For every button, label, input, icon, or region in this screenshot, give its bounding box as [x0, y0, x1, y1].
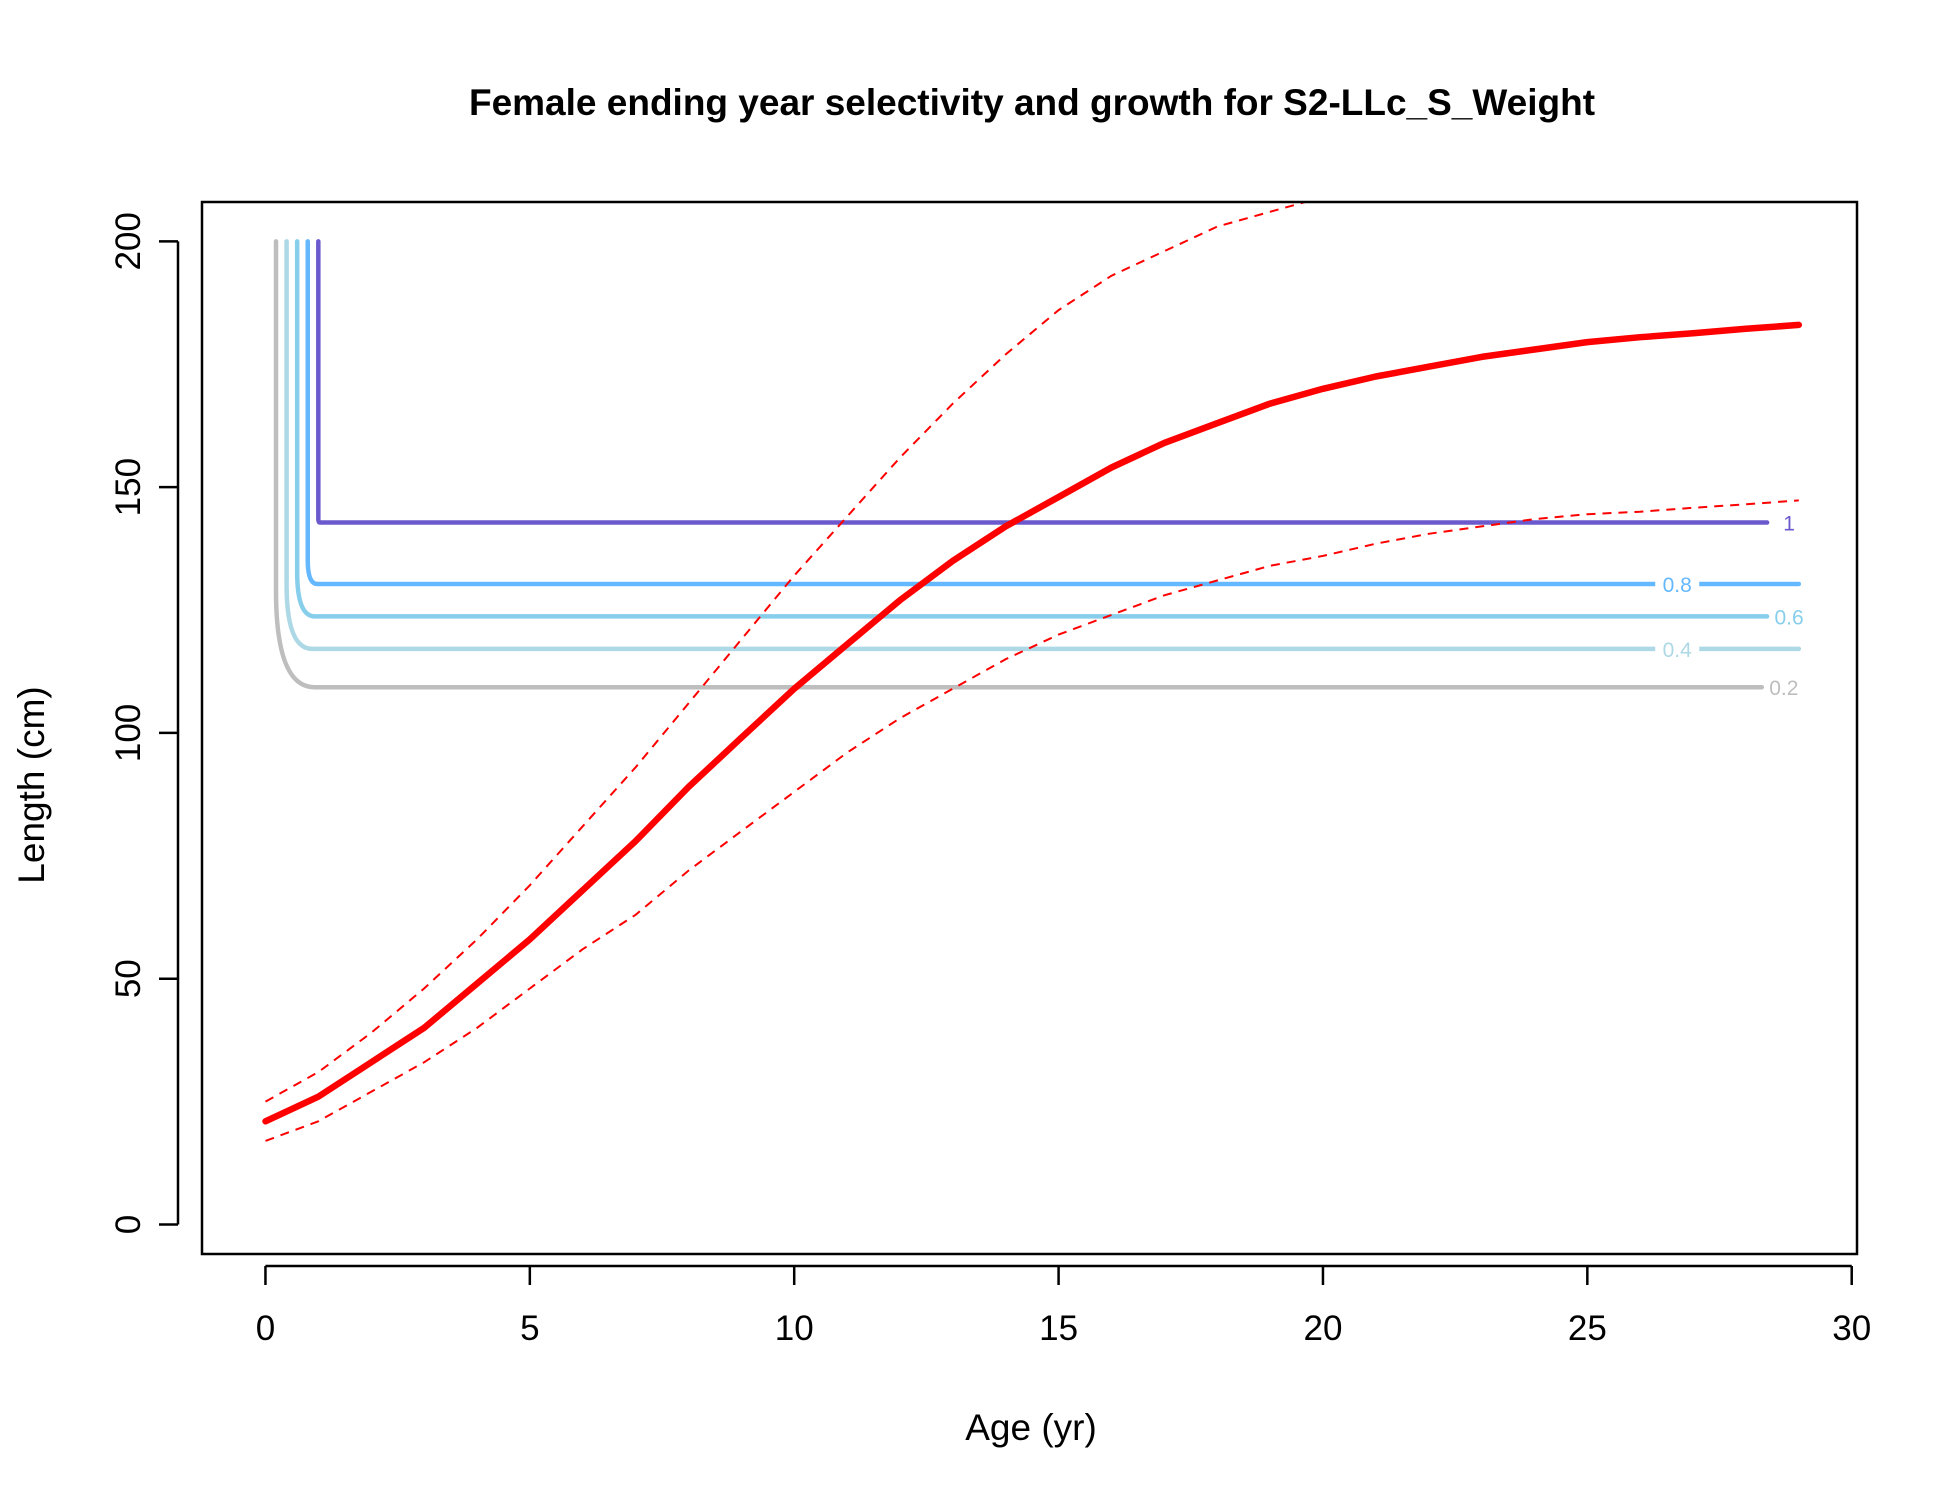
- contour-label-gap: [1655, 636, 1700, 661]
- plot-area: 1 0.8 0.6 0.4 0.2: [262, 202, 1804, 1142]
- y-tick-label: 0: [109, 1215, 148, 1234]
- selectivity-contour-line: [284, 239, 1802, 652]
- selectivity-contour-line: [305, 239, 1802, 587]
- selectivity-contour-line: [316, 239, 1770, 525]
- y-axis-title: Length (cm): [11, 686, 52, 883]
- selectivity-contour-line: [294, 239, 1770, 619]
- y-tick-label: 50: [109, 959, 148, 998]
- x-axis: 0 5 10 15 20 25 30: [256, 1264, 1871, 1348]
- contour-level-label: 0.8: [1663, 574, 1692, 597]
- contour-level-label: 0.6: [1775, 606, 1804, 629]
- chart-title: Female ending year selectivity and growt…: [469, 82, 1595, 123]
- x-tick-label: 5: [520, 1309, 539, 1348]
- x-tick-label: 15: [1039, 1309, 1078, 1348]
- growth-upper-interval-line: [265, 202, 1310, 1103]
- y-tick-label: 150: [109, 458, 148, 516]
- x-axis-title: Age (yr): [965, 1407, 1097, 1448]
- contour-level-label: 1: [1783, 513, 1795, 536]
- growth-curve-line: [262, 321, 1803, 1125]
- y-tick-label: 200: [109, 212, 148, 270]
- contour-label-gap: [1655, 571, 1700, 596]
- y-axis: 0 50 100 150 200: [109, 212, 180, 1234]
- y-tick-label: 100: [109, 704, 148, 762]
- contour-level-label: 0.4: [1663, 639, 1693, 662]
- contour-level-label: 0.2: [1769, 677, 1798, 700]
- plot-frame: [200, 200, 1859, 1256]
- x-tick-label: 20: [1303, 1309, 1342, 1348]
- x-tick-label: 30: [1832, 1309, 1871, 1348]
- x-tick-label: 0: [256, 1309, 275, 1348]
- x-tick-label: 10: [775, 1309, 814, 1348]
- selectivity-contour-line: [273, 239, 1765, 690]
- x-tick-label: 25: [1568, 1309, 1607, 1348]
- growth-lower-interval-line: [265, 499, 1799, 1142]
